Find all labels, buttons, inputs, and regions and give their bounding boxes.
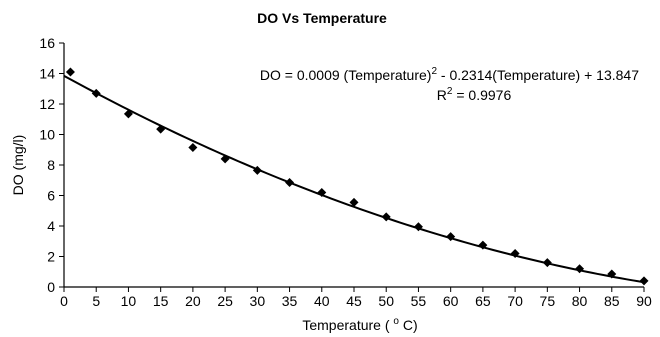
r2-superscript: 2: [447, 86, 453, 97]
data-point: [446, 232, 456, 242]
x-tick-label: 85: [604, 293, 620, 309]
r2-part2: = 0.9976: [452, 87, 511, 103]
data-point: [156, 124, 166, 134]
y-tick-label: 6: [47, 188, 55, 204]
data-point: [349, 197, 359, 207]
y-tick-label: 8: [47, 157, 55, 173]
x-tick-label: 45: [346, 293, 362, 309]
x-axis-label: Temperature ( o C): [302, 316, 417, 333]
y-axis-ticks: 0 2 4 6 8 10 12 14 16: [39, 35, 64, 295]
y-tick-label: 14: [39, 66, 55, 82]
y-tick-label: 12: [39, 96, 55, 112]
data-point: [510, 248, 520, 258]
data-point: [575, 264, 585, 274]
x-tick-label: 35: [282, 293, 298, 309]
x-tick-label: 40: [314, 293, 330, 309]
equation-part1: DO = 0.0009 (Temperature): [260, 67, 432, 83]
x-tick-label: 55: [411, 293, 427, 309]
x-label-degree: o: [393, 316, 399, 327]
x-axis-ticks: 0 5 10 15 20 25 30 35 40 45 50 55 60 65 70 75 80 85 90: [60, 287, 652, 309]
data-point: [478, 240, 488, 250]
x-tick-label: 75: [540, 293, 556, 309]
y-axis-label: DO (mg/l): [10, 135, 26, 196]
x-tick-label: 65: [475, 293, 491, 309]
x-tick-label: 70: [507, 293, 523, 309]
data-point: [317, 187, 327, 197]
x-tick-label: 30: [250, 293, 266, 309]
trendline: [63, 74, 645, 284]
x-tick-label: 25: [217, 293, 233, 309]
y-tick-label: 2: [47, 249, 55, 265]
data-point: [542, 258, 552, 268]
r2-part1: R: [437, 87, 447, 103]
r-squared-label: R2 = 0.9976: [437, 86, 512, 103]
x-tick-label: 90: [636, 293, 652, 309]
data-point: [65, 67, 75, 77]
data-point: [639, 276, 649, 286]
x-tick-label: 60: [443, 293, 459, 309]
y-tick-label: 0: [47, 279, 55, 295]
y-tick-label: 16: [39, 35, 55, 51]
data-point: [285, 178, 295, 188]
data-point: [91, 88, 101, 98]
x-label-part1: Temperature (: [302, 317, 393, 333]
equation-part2: - 0.2314(Temperature) + 13.847: [437, 67, 639, 83]
x-label-part2: C): [399, 317, 418, 333]
y-tick-label: 10: [39, 127, 55, 143]
x-tick-label: 0: [60, 293, 68, 309]
x-tick-label: 15: [153, 293, 169, 309]
trendline-equation: DO = 0.0009 (Temperature)2 - 0.2314(Temp…: [260, 66, 639, 83]
x-tick-label: 20: [185, 293, 201, 309]
x-tick-label: 50: [378, 293, 394, 309]
data-point: [252, 165, 262, 175]
data-point: [381, 212, 391, 222]
chart-title: DO Vs Temperature: [257, 10, 387, 26]
x-tick-label: 5: [92, 293, 100, 309]
plot-area: 0 2 4 6 8 10 12 14 16 0 5 10 15 20 25 30 35 40 45 50 55 60 65…: [39, 35, 652, 309]
data-point: [220, 154, 230, 164]
x-tick-label: 10: [121, 293, 137, 309]
data-point: [413, 222, 423, 232]
y-tick-label: 4: [47, 218, 55, 234]
data-points: [65, 67, 649, 286]
x-tick-label: 80: [572, 293, 588, 309]
data-point: [188, 142, 198, 152]
data-point: [123, 109, 133, 119]
equation-superscript: 2: [431, 66, 437, 77]
data-point: [607, 269, 617, 279]
